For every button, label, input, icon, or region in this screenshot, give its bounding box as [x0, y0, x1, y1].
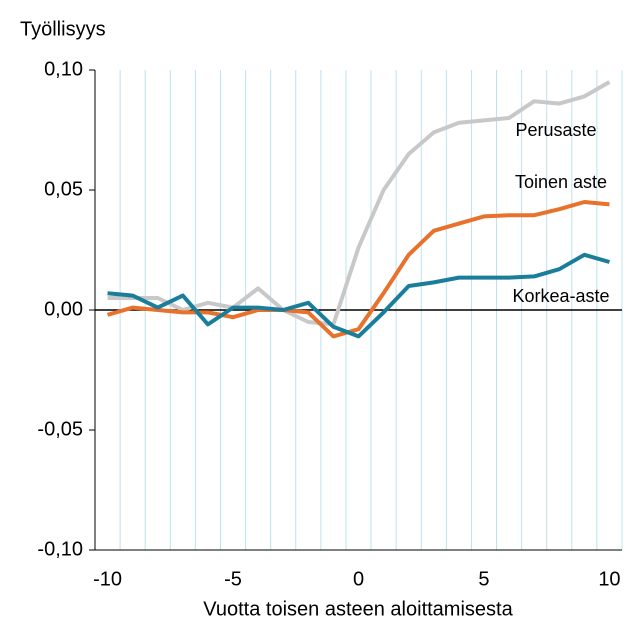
line-series	[107, 252, 611, 339]
y-tick-label: -0,05	[37, 418, 83, 440]
x-tick-label: 5	[478, 568, 489, 590]
series-label: Toinen aste	[515, 172, 607, 192]
x-tick-label: 0	[353, 568, 364, 590]
y-tick-label: 0,05	[44, 178, 83, 200]
x-tick-label: -10	[93, 568, 122, 590]
x-axis-title: Vuotta toisen asteen aloittamisesta	[203, 598, 513, 620]
x-tick-label: 10	[598, 568, 620, 590]
x-tick-label: -5	[224, 568, 242, 590]
y-axis-title: Työllisyys	[20, 18, 106, 40]
series-label: Korkea-aste	[512, 286, 609, 306]
y-tick-label: 0,00	[44, 298, 83, 320]
y-tick-label: -0,10	[37, 538, 83, 560]
line-series	[106, 200, 610, 339]
y-tick-label: 0,10	[44, 58, 83, 80]
series-label: Perusaste	[515, 120, 596, 140]
